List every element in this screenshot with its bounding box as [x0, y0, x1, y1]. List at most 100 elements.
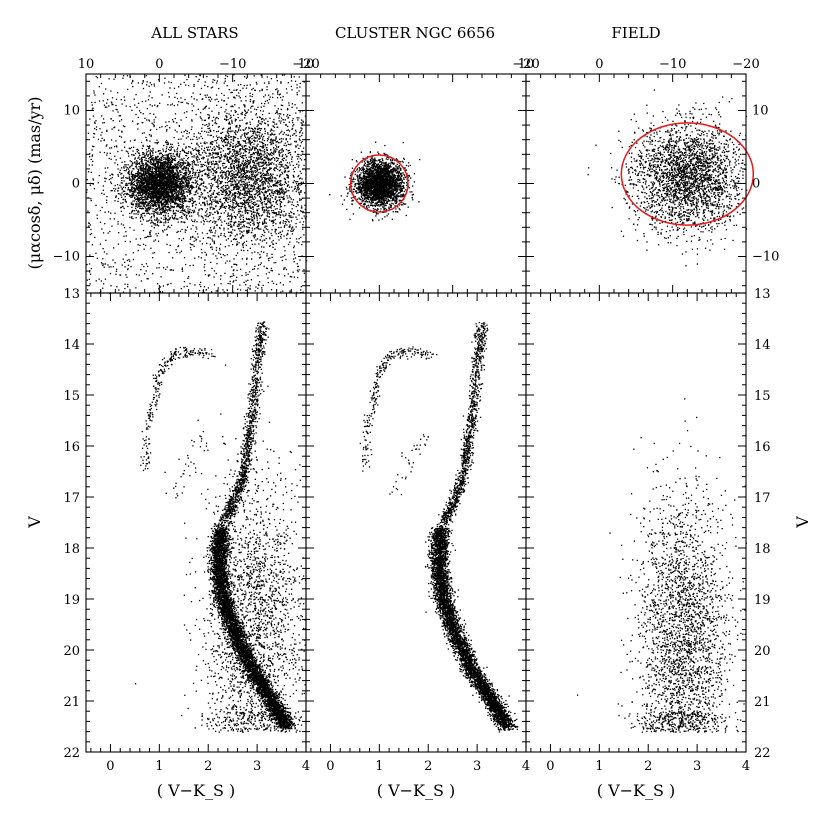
vpd-star — [189, 282, 191, 285]
vpd-star — [235, 254, 237, 257]
vpd-star — [281, 159, 283, 161]
vpd-star — [164, 209, 166, 212]
vpd-star — [273, 126, 276, 128]
vpd-star — [124, 193, 126, 195]
vpd-star — [159, 221, 161, 224]
vpd-star — [173, 188, 176, 190]
vpd-star — [170, 209, 172, 212]
vpd-star — [134, 152, 137, 155]
vpd-star — [200, 285, 202, 288]
vpd-star — [250, 279, 253, 281]
vpd-star — [294, 133, 296, 135]
vpd-star — [164, 196, 166, 198]
vpd-star — [143, 168, 145, 170]
vpd-star — [167, 283, 169, 285]
vpd-star — [131, 194, 134, 197]
vpd-star — [185, 176, 187, 179]
vpd-star — [92, 160, 94, 163]
vpd-star — [138, 185, 140, 187]
vpd-star — [125, 193, 128, 196]
vpd-star — [124, 261, 126, 263]
vpd-star — [140, 158, 142, 160]
vpd-star — [260, 118, 263, 120]
vpd-star — [169, 207, 172, 209]
vpd-star — [116, 268, 118, 270]
vpd-star — [169, 196, 171, 198]
vpd-star — [156, 217, 158, 219]
vpd-star — [233, 80, 236, 82]
vpd-star — [157, 283, 159, 285]
vpd-star — [188, 162, 190, 164]
vpd-star — [246, 175, 248, 177]
vpd-star — [170, 197, 172, 200]
vpd-star — [254, 108, 256, 110]
vpd-star — [200, 257, 202, 259]
vpd-star — [226, 260, 228, 262]
vpd-star — [104, 263, 107, 265]
vpd-star — [190, 199, 192, 201]
vpd-star — [208, 152, 210, 154]
vpd-star — [117, 168, 119, 170]
vpd-star — [224, 80, 226, 82]
vpd-star — [135, 172, 137, 175]
vpd-star — [287, 233, 289, 235]
vpd-star — [124, 283, 126, 285]
vpd-star — [156, 142, 158, 144]
vpd-star — [146, 187, 148, 189]
vpd-star — [274, 157, 276, 160]
vpd-star — [171, 188, 173, 190]
vpd-star — [217, 201, 219, 203]
vpd-star — [182, 200, 184, 203]
vpd-star — [144, 207, 147, 209]
vpd-star — [187, 169, 189, 171]
vpd-star — [172, 171, 174, 173]
vpd-star — [170, 181, 172, 183]
vpd-star — [301, 244, 303, 246]
vpd-star — [135, 238, 137, 240]
vpd-star — [172, 179, 174, 181]
vpd-star — [213, 166, 216, 168]
vpd-star — [217, 100, 220, 103]
vpd-star — [158, 167, 161, 169]
vpd-star — [235, 145, 237, 147]
vpd-star — [106, 253, 108, 255]
vpd-star — [155, 196, 158, 198]
vpd-star — [127, 88, 129, 91]
vpd-star — [88, 263, 91, 265]
vpd-star — [130, 173, 132, 175]
vpd-star — [230, 105, 232, 108]
vpd-star — [287, 117, 289, 119]
vpd-star — [157, 189, 160, 191]
vpd-star — [122, 186, 125, 188]
vpd-star — [297, 265, 299, 268]
vpd-star — [156, 208, 159, 210]
vpd-star — [148, 172, 150, 175]
vpd-star — [187, 174, 190, 176]
vpd-star — [197, 192, 199, 194]
vpd-star — [190, 211, 193, 214]
vpd-star — [301, 128, 303, 130]
vpd-star — [157, 201, 160, 203]
vpd-star — [268, 112, 270, 114]
vpd-star — [145, 236, 147, 238]
vpd-star — [142, 199, 145, 201]
vpd-star — [182, 182, 184, 184]
vpd-star — [117, 150, 119, 153]
vpd-star — [153, 195, 155, 197]
vpd-star — [200, 204, 202, 206]
vpd-star — [144, 273, 146, 275]
vpd-star — [149, 190, 151, 193]
vpd-star — [259, 263, 261, 266]
vpd-star — [155, 190, 158, 192]
vpd-star — [133, 178, 135, 180]
vpd-star — [187, 208, 189, 210]
vpd-star — [155, 183, 157, 185]
vpd-star — [137, 183, 139, 186]
vpd-star — [141, 169, 144, 171]
vpd-star — [211, 240, 214, 242]
vpd-star — [218, 216, 220, 218]
vpd-star — [118, 129, 120, 131]
vpd-star — [176, 182, 178, 184]
vpd-star — [143, 265, 145, 268]
vpd-star — [233, 96, 235, 98]
